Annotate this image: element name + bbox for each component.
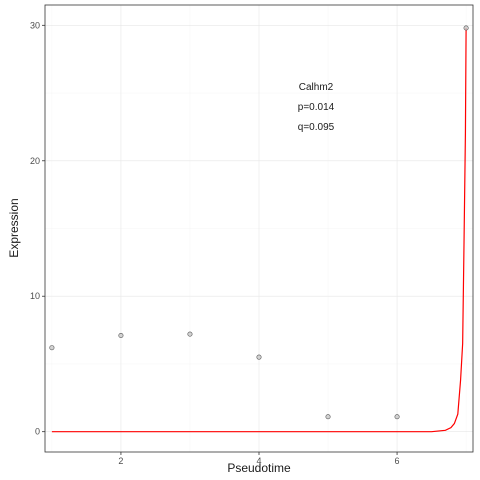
y-tick-label: 30: [30, 20, 40, 30]
data-point: [49, 345, 55, 351]
x-axis-ticks: 2 4 6: [118, 452, 400, 466]
data-point: [394, 414, 400, 420]
y-tick-label: 0: [35, 427, 40, 437]
data-point: [325, 414, 331, 420]
y-axis-ticks: 0 10 20 30: [30, 20, 45, 437]
data-point: [187, 331, 193, 337]
q-value-label: q=0.095: [298, 122, 335, 133]
grid-lines: [45, 5, 473, 452]
x-axis-title: Pseudotime: [227, 461, 291, 475]
y-axis-title: Expression: [7, 198, 21, 257]
p-value-label: p=0.014: [298, 102, 335, 113]
data-point: [463, 25, 469, 31]
fit-line: [51, 28, 467, 433]
data-point: [256, 354, 262, 360]
x-tick-label: 2: [118, 456, 123, 466]
gene-label: Calhm2: [299, 82, 334, 93]
x-tick-label: 6: [395, 456, 400, 466]
data-point: [118, 333, 124, 339]
x-tick-label: 4: [256, 456, 261, 466]
fit-line-group: [51, 28, 467, 433]
y-tick-label: 10: [30, 291, 40, 301]
points-group: [49, 25, 469, 420]
y-tick-label: 20: [30, 156, 40, 166]
